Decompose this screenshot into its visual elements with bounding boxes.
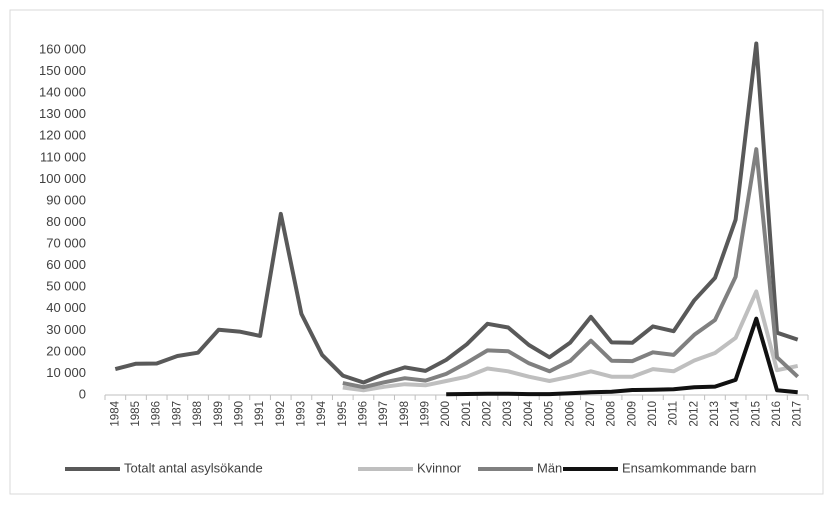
- x-tick-label: 1997: [378, 401, 390, 427]
- x-tick-label: 1995: [337, 401, 349, 427]
- y-tick-label: 70 000: [46, 236, 86, 251]
- y-tick-label: 50 000: [46, 279, 86, 294]
- x-tick-label: 2006: [564, 401, 576, 427]
- x-tick-label: 2014: [730, 400, 742, 426]
- series-line: [114, 41, 799, 385]
- x-tick-label: 2013: [709, 401, 721, 427]
- series-line: [446, 316, 798, 397]
- x-tick-label: 1987: [171, 401, 183, 427]
- y-tick-label: 140 000: [39, 85, 86, 100]
- x-tick-label: 2012: [688, 401, 700, 427]
- x-tick-label: 1990: [233, 401, 245, 427]
- y-tick-label: 80 000: [46, 214, 86, 229]
- x-tick-label: 2007: [585, 401, 597, 427]
- x-tick-label: 1991: [254, 401, 266, 427]
- x-tick-label: 1986: [151, 401, 163, 427]
- x-tick-label: 1996: [357, 401, 369, 427]
- legend-label: Ensamkommande barn: [622, 460, 756, 475]
- y-tick-label: 30 000: [46, 322, 86, 337]
- series-line: [342, 147, 800, 390]
- x-tick-label: 1994: [316, 400, 328, 426]
- x-tick-label: 2010: [647, 401, 659, 427]
- legend-label: Totalt antal asylsökande: [124, 460, 263, 475]
- legend-label: Kvinnor: [417, 460, 462, 475]
- y-tick-label: 90 000: [46, 192, 86, 207]
- x-tick-label: 1989: [213, 401, 225, 427]
- series-line: [342, 289, 799, 393]
- x-tick-label: 2003: [502, 401, 514, 427]
- chart-frame: [9, 9, 824, 495]
- x-tick-label: 2008: [606, 401, 618, 427]
- y-tick-label: 40 000: [46, 300, 86, 315]
- x-tick-label: 2009: [626, 401, 638, 427]
- x-tick-label: 1993: [295, 401, 307, 427]
- x-tick-label: 2005: [544, 401, 556, 427]
- x-tick-label: 1992: [275, 401, 287, 427]
- y-tick-label: 10 000: [46, 365, 86, 380]
- y-tick-label: 130 000: [39, 106, 86, 121]
- x-tick-label: 2002: [482, 401, 494, 427]
- legend-label: Män: [537, 460, 562, 475]
- y-tick-label: 120 000: [39, 128, 86, 143]
- y-tick-label: 0: [79, 386, 86, 401]
- y-tick-label: 100 000: [39, 171, 86, 186]
- y-tick-label: 110 000: [40, 149, 86, 164]
- x-tick-label: 1988: [192, 401, 204, 427]
- x-tick-label: 2011: [668, 401, 680, 426]
- x-tick-label: 2001: [461, 401, 473, 427]
- y-tick-label: 160 000: [39, 41, 86, 56]
- x-tick-label: 1985: [130, 401, 142, 427]
- x-tick-label: 2004: [523, 400, 535, 426]
- x-tick-label: 2017: [792, 401, 804, 427]
- x-tick-label: 2015: [750, 401, 762, 427]
- x-tick-label: 1999: [420, 401, 432, 427]
- x-tick-label: 2016: [771, 401, 783, 427]
- y-tick-label: 20 000: [46, 343, 86, 358]
- x-tick-label: 1984: [109, 400, 121, 426]
- y-tick-label: 60 000: [46, 257, 86, 272]
- x-tick-label: 2000: [440, 401, 452, 427]
- y-tick-label: 150 000: [39, 63, 86, 78]
- x-tick-label: 1998: [399, 401, 411, 427]
